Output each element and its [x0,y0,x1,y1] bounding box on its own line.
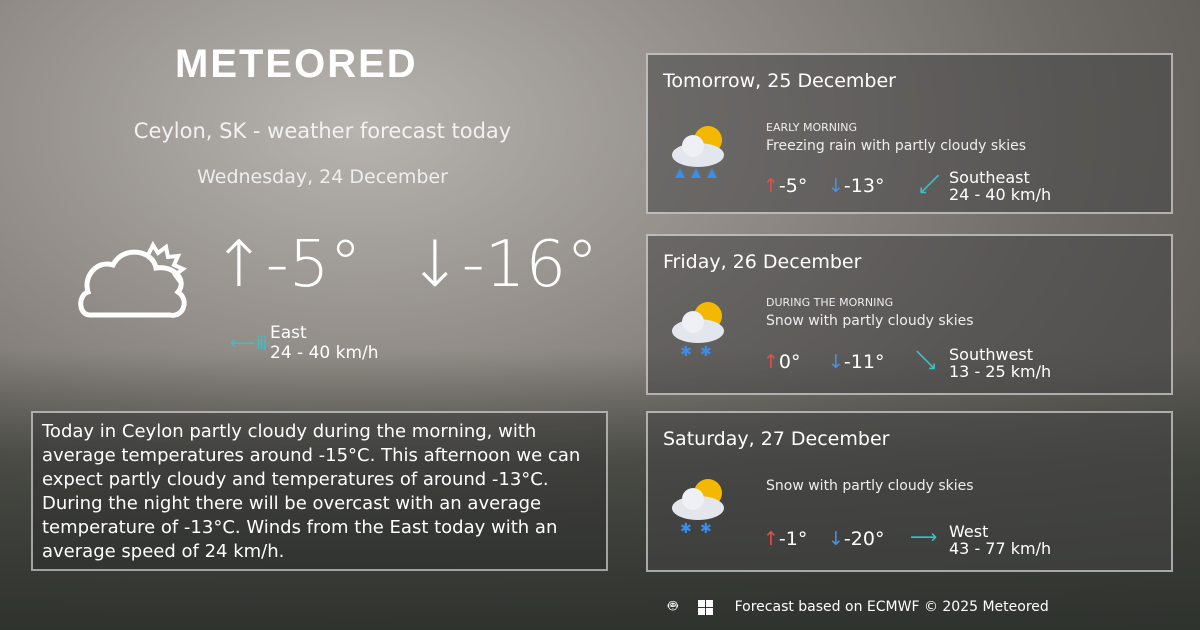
page-title: Ceylon, SK - weather forecast today [133,119,512,143]
arrow-up-icon: ↑ [763,351,779,373]
windows-icon[interactable] [697,599,713,615]
card-day: Saturday, 27 December [663,428,890,450]
forecast-description: Today in Ceylon partly cloudy during the… [31,411,608,571]
snow-icon: ✱ ✱ [672,302,724,360]
arrow-down-icon: ↓ [828,351,844,373]
forecast-card-friday[interactable]: Friday, 26 December ✱ ✱ DURING THE MORNIN… [646,234,1173,395]
card-summary: Snow with partly cloudy skies [766,478,974,494]
card-min: ↓-13° [828,175,885,197]
current-date: Wednesday, 24 December [197,166,448,188]
arrow-down-icon: ↓ [828,528,844,550]
card-period: DURING THE MORNING [766,296,894,309]
svg-text:✱: ✱ [680,521,692,537]
today-min-temp: ↓-16° [408,228,599,302]
wind-southwest-icon: ⟵ [908,342,944,378]
arrow-up-icon: ↑ [763,175,779,197]
arrow-up-icon: ↑ [763,528,779,550]
android-icon[interactable]: 🤖︎ [668,596,678,615]
card-wind: Southeast 24 - 40 km/h [949,168,1052,204]
snow-icon: ✱ ✱ [672,479,724,537]
card-summary: Snow with partly cloudy skies [766,313,974,329]
footer: 🤖︎ Forecast based on ECMWF © 2025 Meteor… [668,596,1049,618]
forecast-card-tomorrow[interactable]: Tomorrow, 25 December EARLY MORNING Free… [646,53,1173,214]
card-day: Friday, 26 December [663,251,862,273]
card-max: ↑0° [763,351,801,373]
forecast-card-saturday[interactable]: Saturday, 27 December ✱ ✱ Snow with partl… [646,411,1173,572]
card-summary: Freezing rain with partly cloudy skies [766,138,1027,154]
card-min: ↓-11° [828,351,885,373]
card-period: EARLY MORNING [766,121,858,134]
arrow-down-icon: ↓ [828,175,844,197]
arrow-down-icon: ↓ [408,228,462,302]
today-max-temp: ↑-5° [212,228,362,302]
partly-cloudy-outline-icon [78,240,187,318]
wind-east-icon: ⟵ⅲ [230,333,268,354]
wind-west-icon: ⟵ [910,526,938,548]
card-wind: Southwest 13 - 25 km/h [949,345,1052,381]
arrow-up-icon: ↑ [212,228,266,302]
meteored-logo[interactable]: METEORED [175,42,418,86]
card-max: ↑-5° [763,175,808,197]
svg-text:✱: ✱ [700,344,712,360]
svg-text:✱: ✱ [680,344,692,360]
svg-text:✱: ✱ [700,521,712,537]
today-wind: East 24 - 40 km/h [270,323,379,363]
card-wind: West 43 - 77 km/h [949,522,1052,558]
wind-southeast-icon: ⟵ [912,166,948,202]
card-day: Tomorrow, 25 December [663,70,896,92]
card-max: ↑-1° [763,528,808,550]
card-min: ↓-20° [828,528,885,550]
footer-credit: Forecast based on ECMWF © 2025 Meteored [734,599,1049,615]
freezing-rain-icon [672,126,724,178]
